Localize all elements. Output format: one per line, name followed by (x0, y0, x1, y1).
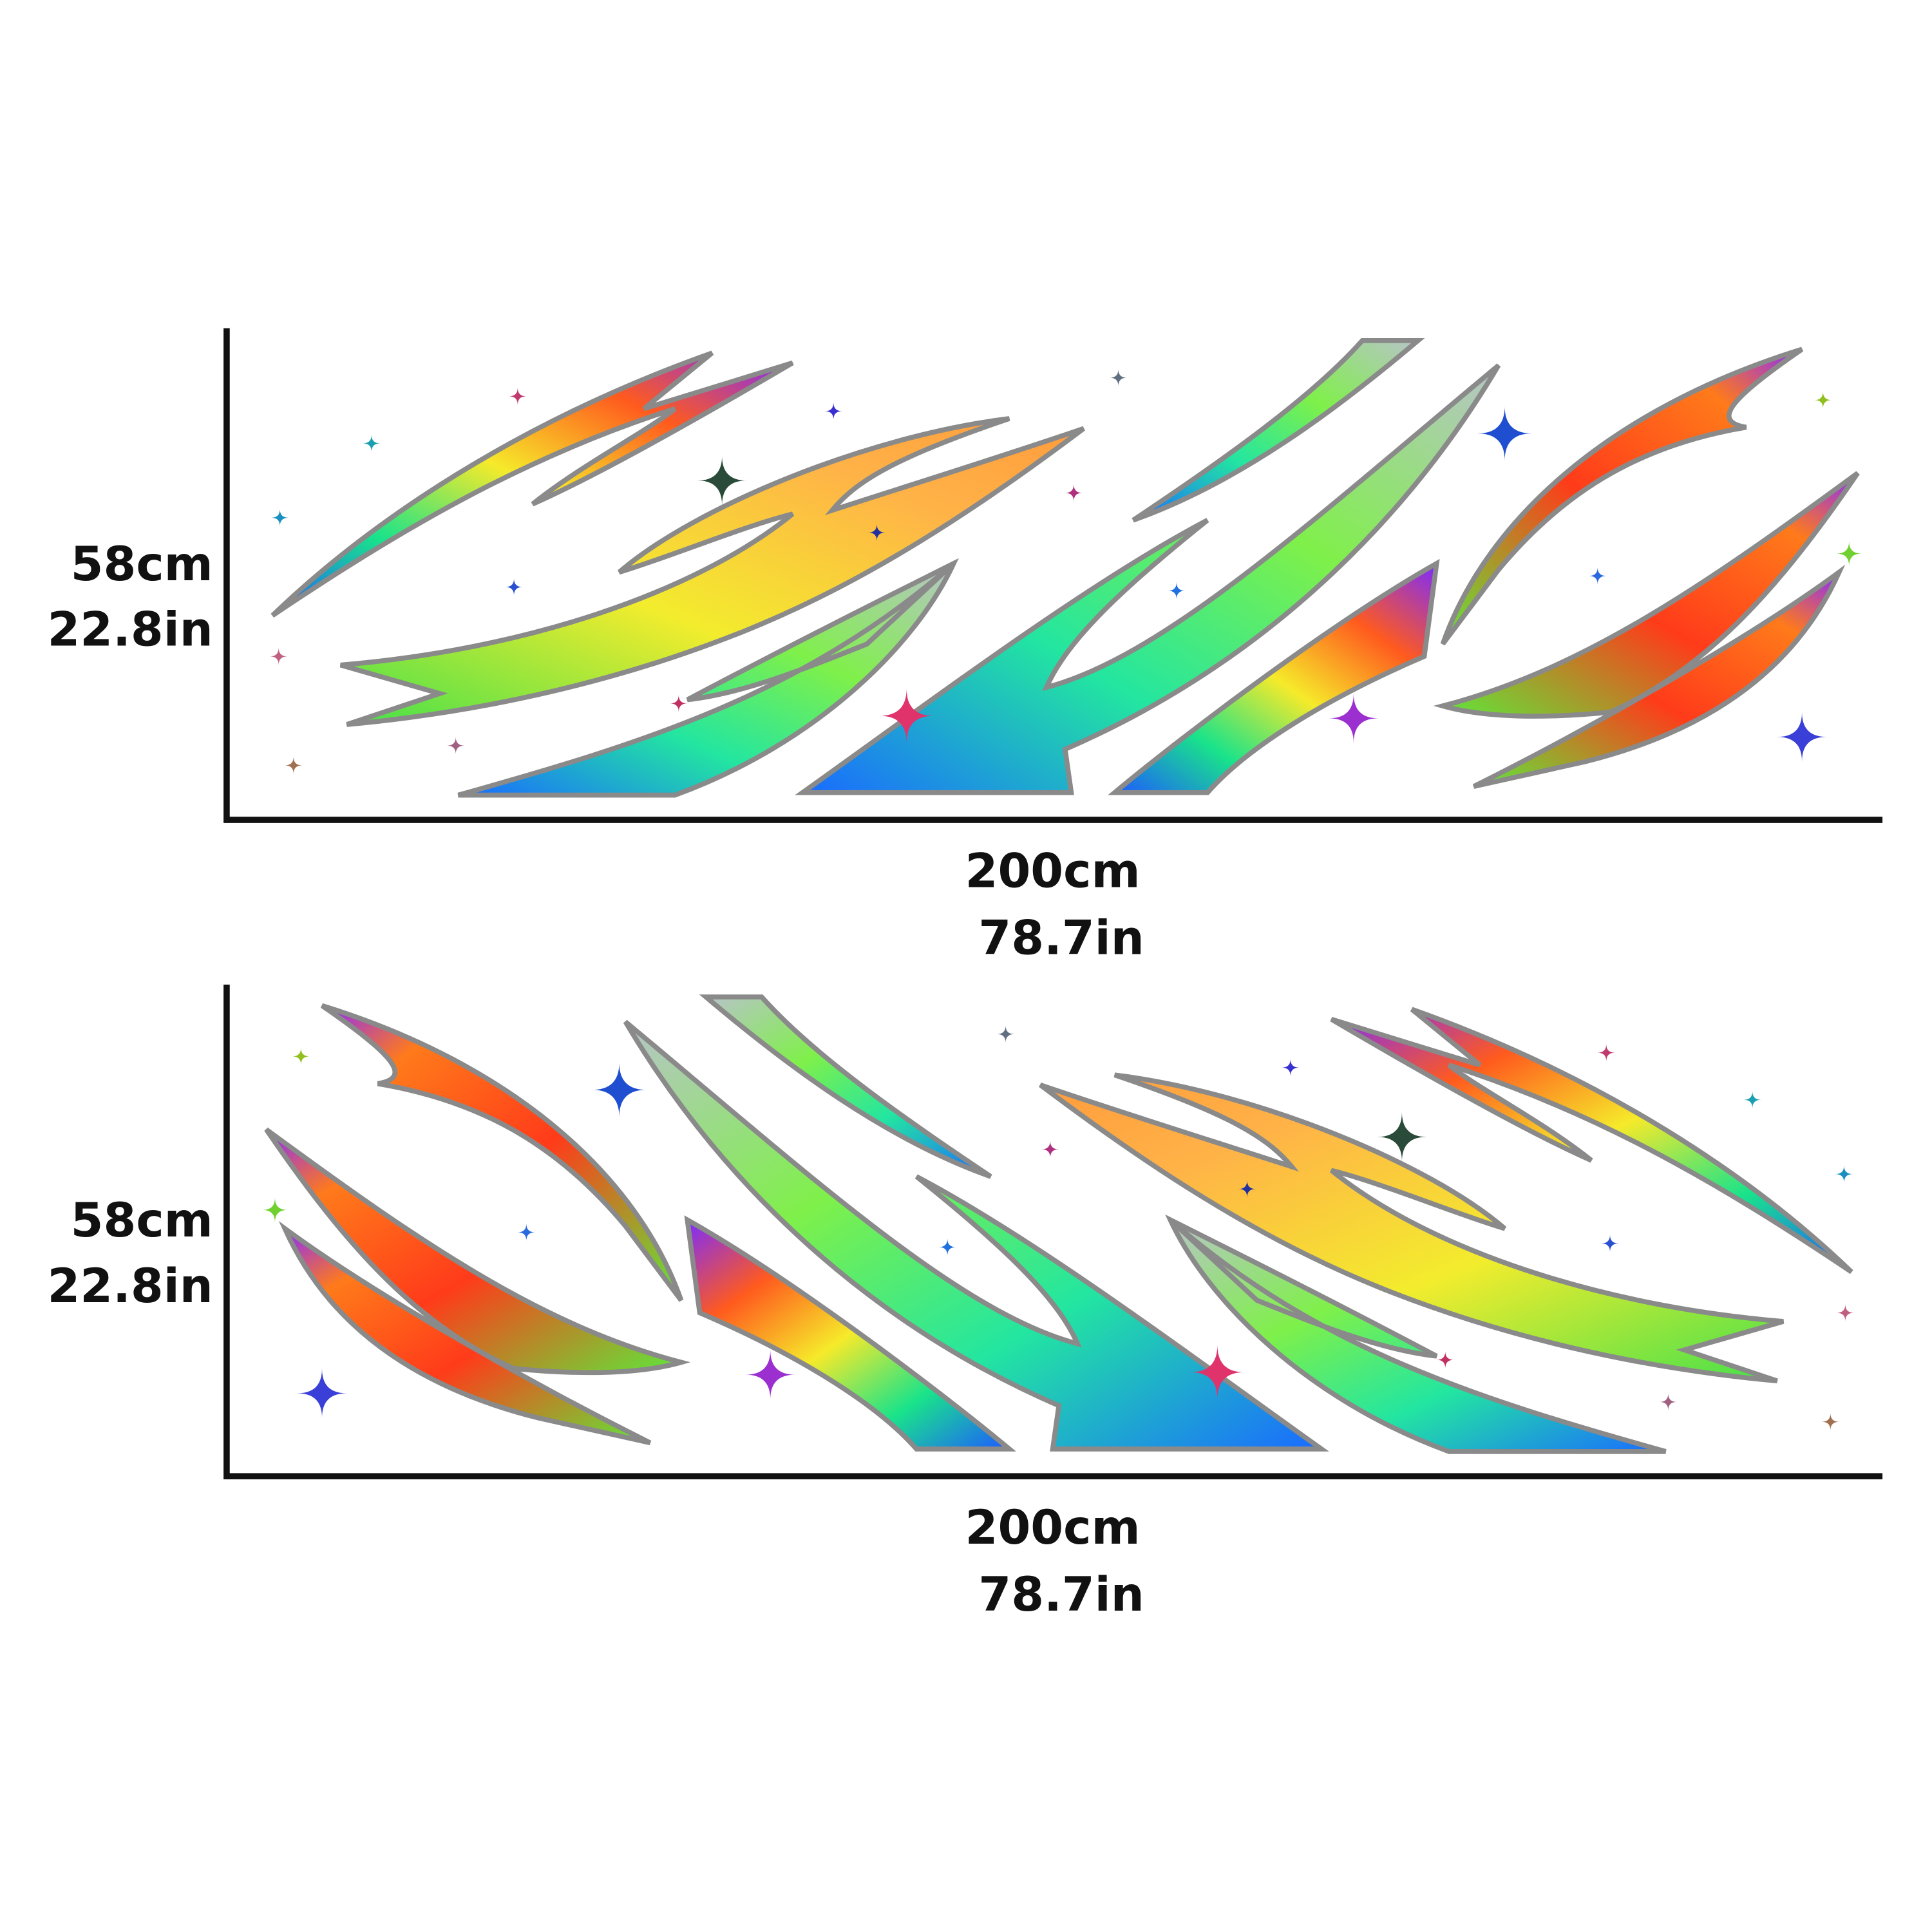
height-in: 22.8in (47, 603, 213, 658)
width-in: 78.7in (978, 911, 1144, 966)
dimension-lines (223, 984, 1883, 1480)
width-in: 78.7in (978, 1567, 1144, 1622)
height-cm: 58cm (71, 537, 213, 592)
decal-art-top (270, 341, 1861, 795)
width-cm: 200cm (965, 1501, 1141, 1555)
height-in: 22.8in (47, 1259, 213, 1314)
dimension-lines (223, 328, 1883, 823)
panel-bottom: 58cm 22.8in 200cm 78.7in (47, 984, 1883, 1622)
panel-top: 58cm 22.8in 200cm 78.7in (47, 328, 1883, 966)
height-cm: 58cm (71, 1193, 213, 1248)
decal-art-bottom (263, 997, 1854, 1452)
width-cm: 200cm (965, 844, 1141, 899)
